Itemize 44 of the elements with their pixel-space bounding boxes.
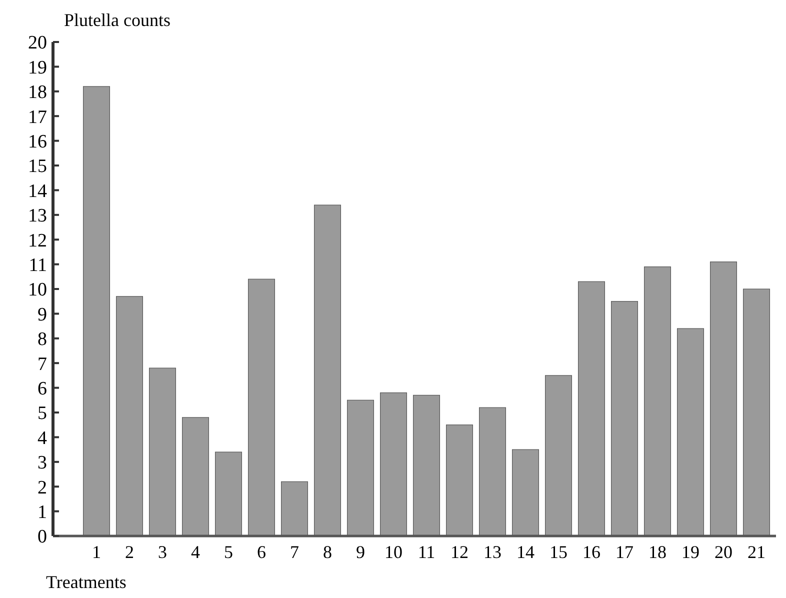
x-tick-label: 2 bbox=[125, 542, 134, 562]
x-tick-label: 7 bbox=[290, 542, 299, 562]
y-tick-label: 7 bbox=[38, 354, 47, 375]
x-tick-label: 15 bbox=[550, 542, 568, 562]
x-tick-label: 13 bbox=[484, 542, 502, 562]
y-tick-label: 19 bbox=[28, 57, 47, 78]
y-tick-label: 2 bbox=[38, 477, 47, 498]
y-tick-label: 0 bbox=[38, 526, 47, 548]
x-tick-label: 3 bbox=[158, 542, 167, 562]
x-tick-label: 12 bbox=[450, 542, 468, 562]
y-tick-label: 13 bbox=[28, 206, 47, 227]
x-tick-label: 11 bbox=[418, 542, 436, 562]
x-tick-label: 19 bbox=[682, 542, 700, 562]
y-tick-label: 18 bbox=[28, 82, 47, 104]
x-tick-label: 5 bbox=[224, 542, 233, 562]
y-tick-label: 5 bbox=[38, 403, 47, 424]
x-tick-label: 8 bbox=[323, 542, 332, 562]
y-tick-label: 3 bbox=[38, 452, 47, 474]
y-tick-label: 11 bbox=[28, 254, 47, 276]
y-tick-label: 4 bbox=[38, 428, 48, 449]
y-tick-label: 12 bbox=[28, 230, 47, 252]
x-tick-label: 17 bbox=[616, 542, 634, 562]
x-tick-label: 1 bbox=[92, 542, 101, 562]
x-axis-title: Treatments bbox=[46, 572, 126, 592]
y-tick-label: 15 bbox=[28, 156, 47, 178]
x-tick-label: 14 bbox=[516, 542, 534, 562]
y-tick-label: 6 bbox=[38, 378, 47, 400]
x-tick-label: 18 bbox=[648, 542, 666, 562]
y-tick-label: 20 bbox=[28, 32, 47, 54]
x-tick-label: 16 bbox=[582, 542, 600, 562]
x-tick-label: 10 bbox=[384, 542, 402, 562]
y-tick-label: 8 bbox=[38, 329, 47, 350]
y-tick-label: 17 bbox=[28, 106, 47, 128]
x-tick-label: 21 bbox=[748, 542, 766, 562]
x-tick-label: 9 bbox=[356, 542, 365, 562]
x-tick-label: 4 bbox=[191, 542, 200, 562]
y-axis-title: Plutella counts bbox=[64, 10, 170, 30]
y-tick-label: 16 bbox=[28, 131, 47, 152]
y-tick-label: 1 bbox=[38, 502, 47, 523]
x-tick-label: 6 bbox=[257, 542, 266, 562]
y-tick-label: 10 bbox=[28, 280, 47, 301]
y-tick-label: 9 bbox=[38, 304, 47, 326]
y-tick-label: 14 bbox=[28, 180, 48, 202]
x-tick-label: 20 bbox=[714, 542, 732, 562]
